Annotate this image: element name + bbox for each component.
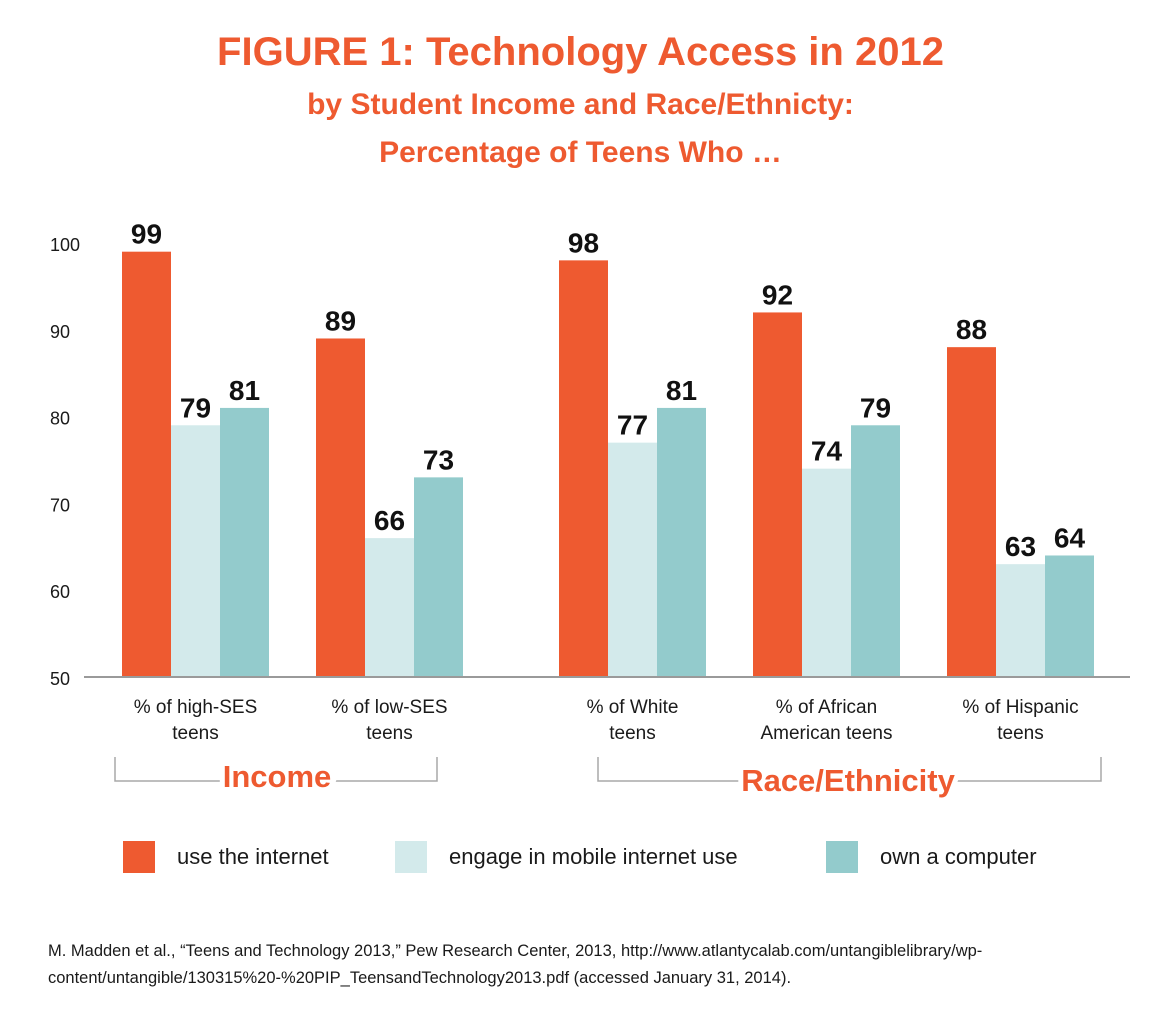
x-category-label: teens — [172, 723, 218, 744]
chart-subtitle-2: Percentage of Teens Who … — [379, 136, 782, 169]
group-bracket — [597, 757, 1102, 782]
legend-swatch-computer — [826, 841, 858, 873]
group-bracket — [114, 757, 438, 782]
bar-value-label: 92 — [762, 279, 793, 310]
bar — [753, 312, 802, 677]
legend-item-computer: own a computer — [826, 840, 1037, 874]
y-tick-label: 50 — [50, 669, 70, 689]
bar-value-label: 79 — [180, 392, 211, 423]
bar-value-label: 73 — [423, 444, 454, 475]
x-category-label: teens — [609, 723, 655, 744]
bar — [947, 347, 996, 677]
bar-value-label: 88 — [956, 314, 987, 345]
legend-swatch-mobile — [395, 841, 427, 873]
y-tick-label: 100 — [50, 235, 80, 255]
x-category-label: % of African — [776, 697, 877, 718]
bar — [1045, 555, 1094, 677]
bar-value-label: 64 — [1054, 522, 1086, 553]
bar-value-label: 99 — [131, 219, 162, 250]
group-label: Race/Ethnicity — [741, 763, 955, 798]
legend-swatch-internet — [123, 841, 155, 873]
bar — [608, 442, 657, 677]
bar — [122, 251, 171, 677]
chart-subtitle-1: by Student Income and Race/Ethnicty: — [307, 88, 854, 121]
bar-value-label: 77 — [617, 410, 648, 441]
bar — [657, 407, 706, 677]
legend-label-internet: use the internet — [177, 844, 329, 869]
y-tick-label: 80 — [50, 409, 70, 429]
chart-title: FIGURE 1: Technology Access in 2012 — [217, 30, 944, 74]
y-tick-label: 60 — [50, 582, 70, 602]
x-category-label: teens — [997, 723, 1043, 744]
bar — [559, 260, 608, 677]
x-category-label: % of White — [587, 697, 679, 718]
bar-value-label: 66 — [374, 505, 405, 536]
bar — [414, 477, 463, 677]
bar — [802, 468, 851, 677]
y-tick-label: 70 — [50, 495, 70, 515]
legend-label-computer: own a computer — [880, 844, 1037, 869]
group-label: Income — [223, 759, 332, 794]
bar-value-label: 81 — [666, 375, 697, 406]
x-category-label: American teens — [760, 723, 892, 744]
legend-item-mobile: engage in mobile internet use — [395, 840, 738, 874]
x-category-label: % of high-SES — [134, 697, 258, 718]
bar-value-label: 89 — [325, 305, 356, 336]
bar — [365, 538, 414, 677]
x-category-label: teens — [366, 723, 412, 744]
legend-item-internet: use the internet — [123, 840, 329, 874]
y-tick-label: 90 — [50, 322, 70, 342]
bar-value-label: 79 — [860, 392, 891, 423]
bar — [851, 425, 900, 677]
bar-value-label: 98 — [568, 227, 599, 258]
bar-value-label: 74 — [811, 436, 843, 467]
bar — [220, 407, 269, 677]
bar-chart: 50 60 70 80 90 100 99 89 98 92 88 79 66 77 74 63 81 73 81 7… — [50, 218, 1130, 798]
legend-label-mobile: engage in mobile internet use — [449, 844, 738, 869]
bar-value-label: 81 — [229, 375, 260, 406]
x-category-label: % of low-SES — [331, 697, 447, 718]
bar — [996, 564, 1045, 677]
bar — [316, 338, 365, 677]
x-category-label: % of Hispanic — [962, 697, 1078, 718]
bar-value-label: 63 — [1005, 531, 1036, 562]
bar — [171, 425, 220, 677]
source-citation: M. Madden et al., “Teens and Technology … — [48, 942, 983, 987]
